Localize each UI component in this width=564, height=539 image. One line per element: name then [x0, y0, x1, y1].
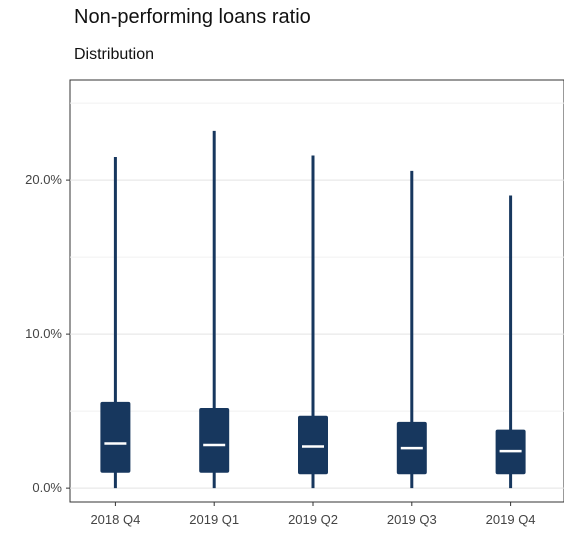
x-axis: 2018 Q4 2019 Q1 2019 Q2 2019 Q3 2019 Q4 — [90, 502, 536, 527]
x-tick-label: 2019 Q3 — [387, 512, 437, 527]
boxes — [100, 130, 526, 489]
y-tick-label: 20.0% — [25, 172, 62, 187]
y-tick-label: 0.0% — [32, 480, 62, 495]
plot-frame — [69, 79, 564, 503]
box-2019-q3 — [396, 170, 427, 489]
iqr-box — [199, 408, 230, 473]
box-2018-q4 — [100, 157, 131, 489]
grid-major — [70, 179, 564, 489]
box-2019-q1 — [199, 130, 230, 489]
chart-title: Non-performing loans ratio — [74, 6, 311, 28]
box-2019-q4 — [495, 195, 526, 489]
x-tick-label: 2019 Q4 — [486, 512, 536, 527]
iqr-box — [298, 415, 328, 475]
x-tick-label: 2019 Q2 — [288, 512, 338, 527]
grid-minor — [70, 102, 564, 412]
box-2019-q2 — [298, 155, 328, 489]
y-axis: 0.0% 10.0% 20.0% — [25, 172, 70, 495]
x-tick-label: 2019 Q1 — [189, 512, 239, 527]
chart-subtitle: Distribution — [74, 46, 155, 63]
iqr-box — [100, 401, 131, 473]
y-tick-label: 10.0% — [25, 326, 62, 341]
x-tick-label: 2018 Q4 — [90, 512, 140, 527]
